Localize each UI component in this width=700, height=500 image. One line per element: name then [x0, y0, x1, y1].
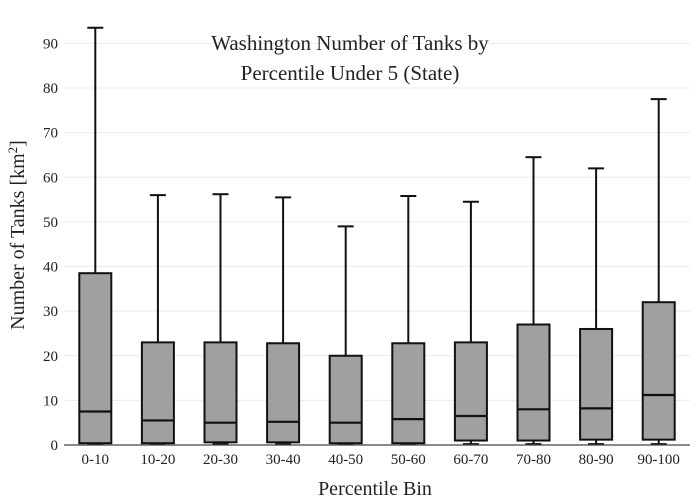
box-iqr	[641, 301, 676, 441]
box-group	[203, 193, 238, 446]
y-axis-title-superscript: 2	[5, 147, 20, 154]
y-tick-label: 90	[43, 36, 58, 52]
box-group	[579, 167, 614, 446]
box-iqr	[266, 342, 301, 444]
box-group	[78, 26, 113, 446]
x-tick-label: 40-50	[328, 452, 363, 468]
boxes-layer	[78, 26, 676, 446]
x-tick-label: 50-60	[391, 452, 426, 468]
box-iqr	[391, 342, 426, 445]
box-iqr	[579, 327, 614, 441]
y-tick-labels: 0 10 20 30 40 50 60 70 80 90	[43, 36, 58, 454]
box-iqr	[78, 272, 113, 445]
box-group	[391, 195, 426, 446]
x-tick-label: 90-100	[637, 452, 680, 468]
box-group	[516, 156, 551, 446]
x-tick-label: 30-40	[266, 452, 301, 468]
y-tick-label: 50	[43, 215, 58, 231]
y-axis-title: Number of Tanks [km2]	[5, 140, 29, 330]
x-tick-label: 20-30	[203, 452, 238, 468]
y-tick-label: 70	[43, 126, 58, 142]
y-tick-label: 80	[43, 81, 58, 97]
x-axis-title: Percentile Bin	[318, 478, 432, 500]
chart-title-line-2: Percentile Under 5 (State)	[241, 61, 460, 85]
box-iqr	[516, 323, 551, 442]
box-iqr	[203, 341, 238, 444]
box-iqr	[140, 341, 175, 445]
box-group	[453, 200, 488, 446]
x-tick-label: 60-70	[453, 452, 488, 468]
x-tick-labels: 0-10 10-20 20-30 30-40 40-50 50-60 60-70 70-80 8…	[82, 452, 680, 468]
y-axis-title-end: ]	[7, 140, 29, 147]
y-tick-label: 10	[43, 393, 58, 409]
box-group	[140, 194, 175, 446]
box-group	[266, 196, 301, 446]
box-group	[641, 98, 676, 446]
x-tick-label: 0-10	[82, 452, 110, 468]
y-tick-label: 0	[51, 438, 59, 454]
x-tick-label: 80-90	[579, 452, 614, 468]
y-tick-label: 20	[43, 349, 58, 365]
y-tick-label: 40	[43, 260, 58, 276]
x-tick-label: 70-80	[516, 452, 551, 468]
y-axis-title-main: Number of Tanks [km	[7, 153, 29, 330]
y-tick-label: 30	[43, 304, 58, 320]
box-iqr	[328, 354, 363, 445]
y-tick-label: 60	[43, 170, 58, 186]
x-tick-label: 10-20	[140, 452, 175, 468]
box-iqr	[453, 341, 488, 442]
box-group	[328, 225, 363, 446]
chart-title-line-1: Washington Number of Tanks by	[211, 31, 489, 55]
